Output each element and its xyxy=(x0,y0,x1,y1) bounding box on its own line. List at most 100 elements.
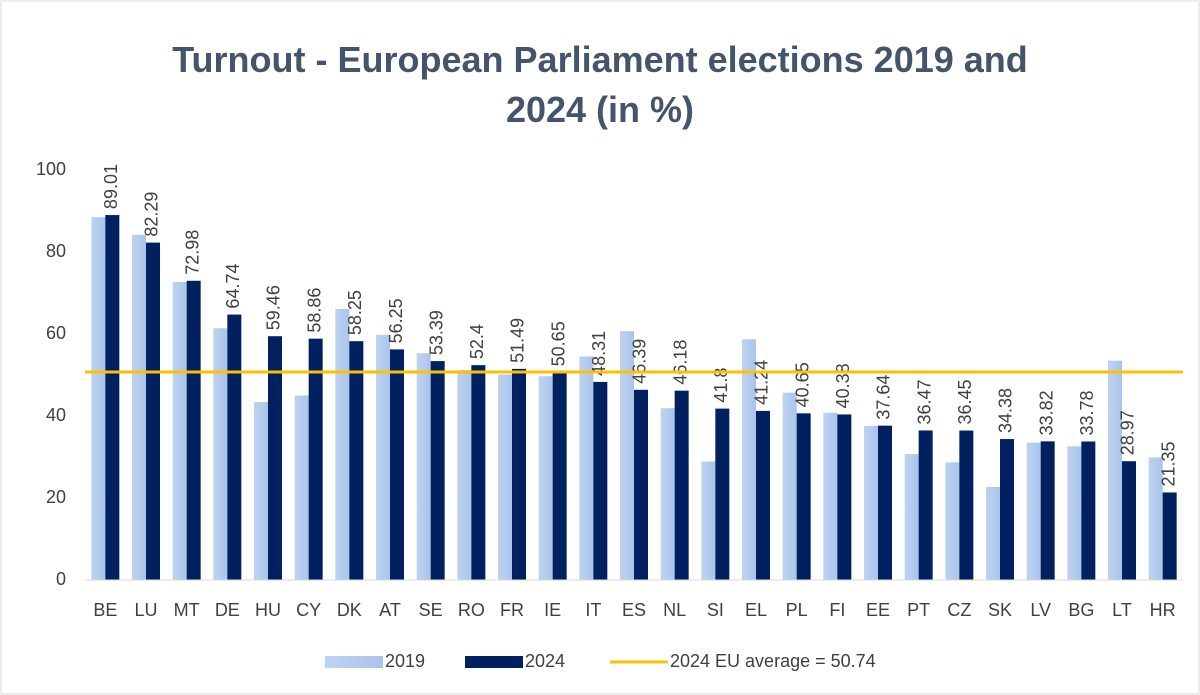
value-label: 21.35 xyxy=(1158,441,1178,486)
value-label: 40.65 xyxy=(792,362,812,407)
bar xyxy=(1122,461,1136,580)
bar xyxy=(1162,492,1177,580)
x-tick-label: BE xyxy=(93,600,117,620)
value-label: 36.45 xyxy=(955,380,975,425)
bar xyxy=(1148,457,1163,580)
y-tick-label: 0 xyxy=(56,569,66,589)
x-tick-label: LU xyxy=(134,600,157,620)
bar xyxy=(1081,441,1096,580)
bar xyxy=(213,328,228,580)
x-tick-label: LT xyxy=(1112,600,1132,620)
x-tick-label: ES xyxy=(622,600,646,620)
value-label: 34.38 xyxy=(996,388,1016,433)
x-tick-label: SK xyxy=(988,600,1012,620)
value-label: 48.31 xyxy=(589,331,609,376)
bar xyxy=(457,370,472,580)
bar xyxy=(756,410,770,580)
value-label: 50.65 xyxy=(548,321,568,366)
bar xyxy=(918,430,933,580)
x-tick-label: HR xyxy=(1150,600,1176,620)
legend-label: 2019 xyxy=(385,651,425,671)
bar xyxy=(335,308,350,580)
value-label: 37.64 xyxy=(874,375,894,420)
x-tick-label: CY xyxy=(296,600,321,620)
bar xyxy=(837,414,852,580)
bar xyxy=(254,402,268,580)
value-label: 89.01 xyxy=(101,164,121,209)
bar xyxy=(660,408,675,580)
y-tick-label: 20 xyxy=(46,487,66,507)
bar xyxy=(742,339,756,580)
x-tick-label: PL xyxy=(786,600,808,620)
x-tick-label: BG xyxy=(1068,600,1094,620)
value-label: 52.4 xyxy=(467,324,487,359)
x-tick-label: RO xyxy=(458,600,485,620)
bar xyxy=(823,412,838,580)
value-label: 33.82 xyxy=(1036,390,1056,435)
bar xyxy=(498,374,512,580)
x-tick-label: AT xyxy=(379,600,401,620)
bar xyxy=(782,392,797,580)
x-tick-label: EE xyxy=(866,600,890,620)
bar xyxy=(864,425,878,580)
x-tick-label: CZ xyxy=(947,600,971,620)
x-tick-label: LV xyxy=(1030,600,1051,620)
value-label: 46.39 xyxy=(630,339,650,384)
x-tick-label: HU xyxy=(255,600,281,620)
value-label: 53.39 xyxy=(426,310,446,355)
bar xyxy=(390,349,404,580)
bar xyxy=(715,408,730,580)
value-label: 59.46 xyxy=(264,285,284,330)
bar xyxy=(593,381,608,580)
bar xyxy=(512,368,526,580)
y-tick-label: 80 xyxy=(46,241,66,261)
bar xyxy=(416,353,431,580)
x-tick-label: SE xyxy=(419,600,443,620)
x-tick-label: FI xyxy=(829,600,845,620)
value-label: 41.8 xyxy=(711,368,731,403)
bar xyxy=(349,341,364,580)
bar xyxy=(1000,439,1014,580)
value-label: 33.78 xyxy=(1077,390,1097,435)
bar xyxy=(1040,441,1055,580)
x-tick-label: DK xyxy=(337,600,362,620)
bar xyxy=(538,376,553,580)
bar xyxy=(1067,446,1082,580)
bar xyxy=(1108,360,1122,580)
value-label: 72.98 xyxy=(182,230,202,275)
y-tick-label: 100 xyxy=(36,159,66,179)
value-label: 56.25 xyxy=(386,298,406,343)
bar xyxy=(430,361,445,580)
y-tick-label: 60 xyxy=(46,323,66,343)
legend-swatch xyxy=(465,656,523,668)
value-label: 51.49 xyxy=(508,318,528,363)
value-label: 58.86 xyxy=(304,288,324,333)
bar xyxy=(1026,442,1041,580)
x-tick-label: PT xyxy=(907,600,930,620)
bar xyxy=(878,425,892,580)
bar xyxy=(146,242,160,580)
legend-swatch xyxy=(325,656,383,668)
bar xyxy=(294,395,309,580)
bar xyxy=(634,389,648,580)
bar xyxy=(172,281,187,580)
x-tick-label: IT xyxy=(585,600,601,620)
bar xyxy=(268,336,282,580)
chart-title: Turnout - European Parliament elections … xyxy=(172,39,1028,130)
bar xyxy=(620,331,634,580)
value-label: 41.24 xyxy=(752,360,772,405)
bar xyxy=(186,280,201,580)
bar xyxy=(227,314,242,580)
bar xyxy=(308,338,323,580)
bar xyxy=(376,334,390,580)
bar xyxy=(986,486,1000,580)
x-tick-label: IE xyxy=(544,600,561,620)
value-label: 64.74 xyxy=(223,264,243,309)
value-label: 36.47 xyxy=(914,379,934,424)
bar xyxy=(579,356,594,580)
bar xyxy=(552,372,567,580)
legend-label: 2024 xyxy=(525,651,565,671)
x-tick-label: SI xyxy=(707,600,724,620)
bar xyxy=(959,430,974,580)
